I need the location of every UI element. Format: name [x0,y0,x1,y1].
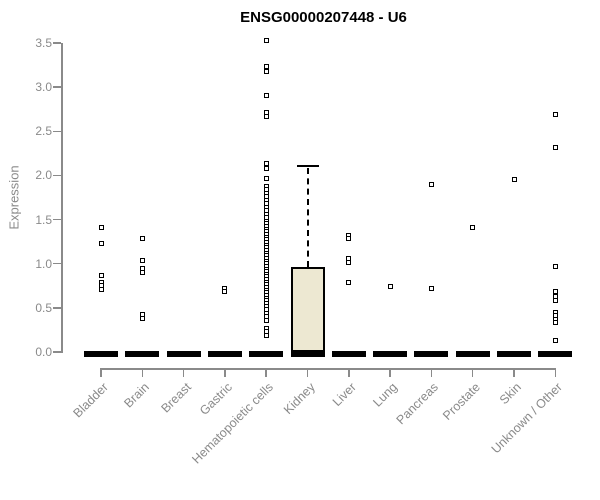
x-tick [430,368,433,377]
median-bar [84,351,118,357]
data-point [263,68,269,74]
y-tick [53,86,61,88]
y-tick [53,174,61,177]
x-tick [554,368,557,377]
y-tick-label: 1.5 [35,212,52,227]
data-point [222,288,228,294]
whisker-cap [296,164,319,168]
y-tick [53,218,61,221]
data-point [552,320,558,326]
y-tick-label: 2.0 [35,168,52,183]
data-point [346,236,352,242]
median-bar [125,351,160,357]
data-point [387,284,393,290]
x-tick [100,368,102,377]
data-point [552,144,558,150]
data-point [552,298,558,304]
y-tick-label: 0.5 [35,300,52,315]
data-point [139,257,145,263]
y-tick-label: 1.0 [35,256,52,271]
x-tick [348,368,350,377]
data-point [98,240,104,246]
y-tick-label: 3.5 [35,36,52,50]
data-point [139,236,145,242]
x-tick [389,368,391,377]
x-tick [141,368,144,377]
median-bar [207,351,242,357]
y-tick [53,351,61,353]
x-tick [513,368,515,377]
x-tick [306,368,309,377]
y-tick [53,262,61,265]
data-point [263,37,269,43]
median-bar [373,351,408,357]
x-axis-label: Unknown / Other [488,380,566,457]
data-point [98,225,104,231]
y-tick [53,130,61,133]
data-point [98,286,104,292]
y-axis-line [61,43,63,353]
median-bar [414,351,449,357]
whisker [306,167,309,268]
data-point [552,112,558,117]
x-tick [471,368,474,377]
data-point [263,332,269,338]
data-point [511,177,517,183]
data-point [263,175,269,181]
median-bar [290,351,325,357]
y-tick [53,307,61,309]
data-point [470,225,476,231]
data-point [346,279,352,285]
y-tick [53,42,61,44]
median-bar [497,351,531,357]
data-point [98,272,104,278]
data-point [428,285,434,291]
y-tick-label: 3.0 [35,80,52,95]
box [290,267,325,352]
data-point [428,181,434,187]
median-bar [166,351,201,357]
x-axis-line [100,368,557,370]
median-bar [455,351,490,357]
data-point [263,93,269,99]
median-bar [249,351,284,357]
data-point [139,315,145,321]
chart-title: ENSG00000207448 - U6 [240,9,407,26]
y-tick-label: 0.0 [35,345,52,359]
data-point [263,113,269,119]
x-tick [182,368,185,377]
median-bar [538,351,573,357]
data-point [139,270,145,276]
median-bar [331,351,366,357]
data-point [552,263,558,269]
data-point [552,338,558,344]
y-tick-label: 2.5 [35,124,52,139]
data-point [263,317,269,323]
x-tick [224,368,226,377]
x-tick [265,368,267,377]
data-point [263,165,269,171]
data-point [346,260,352,266]
